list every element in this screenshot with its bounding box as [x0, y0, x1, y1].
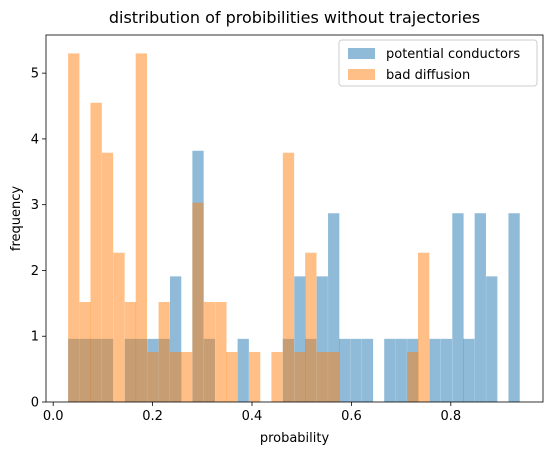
series-1-bar-18 [338, 338, 351, 402]
y-axis-label: frequency [9, 186, 24, 252]
y-tick-label-5: 4 [31, 132, 39, 147]
y-tick-label-4: 3 [31, 198, 39, 213]
series-1-bar-28 [474, 213, 486, 402]
series-1-bar-24 [429, 338, 441, 402]
series-2-bar-14 [215, 302, 227, 402]
series-2-bar-5 [113, 252, 125, 402]
series-2-bars [68, 53, 430, 403]
series-2-bar-8 [147, 352, 159, 402]
series-2-bar-24 [418, 252, 430, 402]
series-2-bar-23 [407, 352, 419, 402]
legend-label-1: potential conductors [386, 47, 520, 62]
series-1-bar-27 [463, 338, 475, 402]
series-2-bar-20 [305, 252, 317, 402]
legend-swatch-1 [348, 48, 375, 59]
series-2-bar-22 [328, 352, 340, 402]
series-2-bar-19 [294, 352, 306, 402]
series-2-bar-17 [271, 352, 283, 402]
series-2-bar-12 [192, 202, 204, 402]
legend-swatch-2 [348, 69, 375, 80]
y-tick-label-2: 1 [31, 330, 39, 345]
x-tick-label-2: 0.2 [142, 409, 163, 424]
series-1-bar-9 [170, 276, 182, 402]
series-1-bar-20 [361, 338, 374, 402]
chart-title: distribution of probibilities without tr… [109, 8, 480, 27]
series-2-bar-2 [79, 302, 91, 402]
series-1-bar-17 [328, 213, 340, 402]
series-1-bar-16 [316, 276, 328, 402]
series-2-bar-13 [203, 302, 216, 402]
series-1-bar-19 [350, 338, 362, 402]
series-2-bar-10 [170, 352, 182, 402]
series-2-bar-4 [101, 152, 114, 402]
series-2-bar-16 [249, 352, 261, 402]
y-tick-label-1: 0 [31, 396, 39, 411]
x-tick-label-1: 0.0 [43, 409, 64, 424]
series-1-bar-14 [294, 276, 306, 402]
y-axis-ticks: 0 1 2 3 4 5 [31, 67, 46, 411]
x-tick-label-4: 0.6 [341, 409, 362, 424]
series-1-bar-25 [440, 338, 453, 402]
series-1-bar-26 [452, 213, 464, 402]
series-1-bar-30 [508, 213, 520, 402]
legend-box [338, 39, 538, 87]
series-2-bar-3 [90, 102, 102, 403]
y-tick-label-6: 5 [31, 67, 39, 82]
bars-layer [68, 53, 520, 403]
series-2-bar-6 [124, 302, 137, 402]
series-2-bar-9 [158, 302, 170, 402]
y-tick-label-3: 2 [31, 264, 39, 279]
plot-frame [45, 34, 544, 403]
series-2-bar-7 [135, 53, 147, 402]
x-axis-label: probability [260, 431, 330, 446]
series-2-bar-11 [180, 352, 193, 402]
series-1-bar-22 [395, 338, 407, 402]
x-tick-label-5: 0.8 [440, 409, 461, 424]
series-1-bar-29 [486, 276, 498, 402]
series-2-bar-1 [68, 53, 80, 402]
legend: potential conductors bad diffusion [338, 39, 538, 87]
series-2-bar-18 [282, 152, 295, 402]
series-2-bar-15 [226, 352, 238, 402]
x-axis-ticks: 0.0 0.2 0.4 0.6 0.8 [43, 402, 461, 424]
x-tick-label-3: 0.4 [242, 409, 263, 424]
legend-label-2: bad diffusion [386, 68, 470, 83]
series-1-bar-12 [237, 338, 249, 402]
series-2-bar-21 [316, 352, 328, 402]
series-1-bar-21 [384, 338, 396, 402]
